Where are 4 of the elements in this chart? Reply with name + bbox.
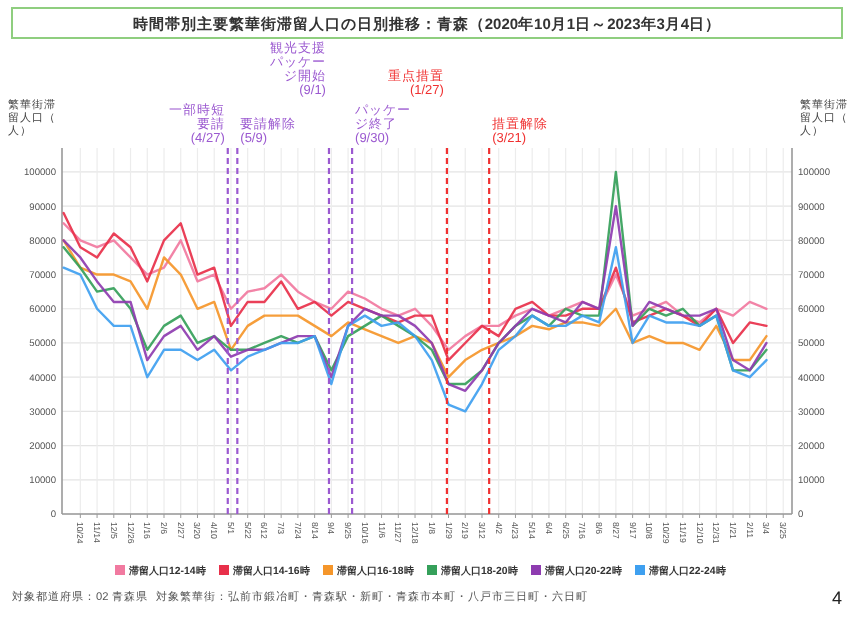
line-series <box>62 239 768 379</box>
text: 4 <box>831 588 842 608</box>
line-series <box>62 204 768 393</box>
line-series <box>62 246 768 413</box>
